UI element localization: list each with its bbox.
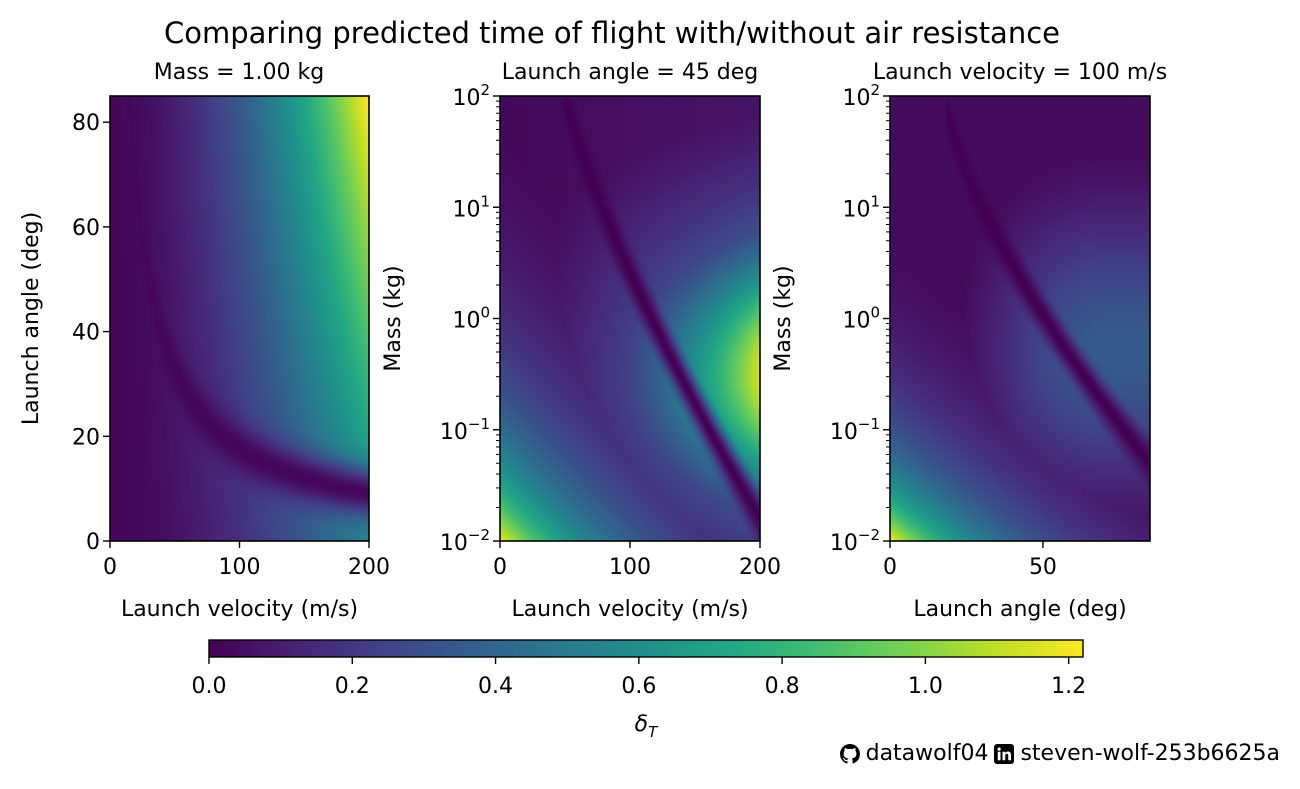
- y-tick-label: 20: [72, 425, 100, 450]
- x-tick-label: 200: [739, 555, 781, 580]
- y-tick-label: 101: [842, 192, 880, 222]
- colorbar-bar: [208, 639, 1084, 658]
- y-tick-label: 80: [72, 111, 100, 136]
- y-tick-label: 40: [72, 321, 100, 346]
- y-tick-label: 102: [452, 81, 490, 111]
- linkedin-icon[interactable]: [994, 743, 1015, 764]
- colorbar: 0.0 0.2 0.4 0.6 0.8 1.0 1.2 δT: [192, 639, 1086, 741]
- panel-title: Launch velocity = 100 m/s: [873, 60, 1167, 85]
- colorbar-tick-label: 0.6: [621, 674, 656, 699]
- footer: datawolf04 steven-wolf-253b6625a: [839, 741, 1280, 766]
- x-tick-label: 50: [1029, 555, 1057, 580]
- y-axis-label: Mass (kg): [381, 265, 406, 371]
- colorbar-tick-label: 0.8: [765, 674, 800, 699]
- x-axis-label: Launch velocity (m/s): [511, 597, 748, 622]
- panel-2: Launch angle = 45 deg 0 100 200 Launch veloc…: [381, 60, 781, 622]
- x-tick-label: 0: [493, 555, 507, 580]
- github-icon[interactable]: [839, 743, 860, 764]
- colorbar-tick-label: 0.0: [192, 674, 227, 699]
- github-username[interactable]: datawolf04: [865, 741, 989, 766]
- heatmap-image: [500, 96, 760, 541]
- linkedin-username[interactable]: steven-wolf-253b6625a: [1020, 741, 1280, 766]
- figure-title: Comparing predicted time of flight with/…: [164, 16, 1060, 50]
- x-axis-label: Launch velocity (m/s): [121, 597, 358, 622]
- y-tick-label: 10−2: [830, 526, 880, 556]
- panel-title: Launch angle = 45 deg: [502, 60, 759, 85]
- x-axis-label: Launch angle (deg): [913, 597, 1126, 622]
- heatmap-image: [110, 96, 369, 541]
- colorbar-tick-label: 1.2: [1051, 674, 1086, 699]
- y-tick-label: 10−2: [440, 526, 490, 556]
- y-tick-label: 10−1: [830, 415, 880, 445]
- y-tick-label: 101: [452, 192, 490, 222]
- x-tick-label: 0: [103, 555, 117, 580]
- y-tick-label: 60: [72, 216, 100, 241]
- y-tick-label: 100: [842, 304, 880, 334]
- panel-3: Launch velocity = 100 m/s 0 50 Launch angle…: [771, 60, 1167, 622]
- x-tick-label: 100: [219, 555, 261, 580]
- colorbar-tick-label: 1.0: [908, 674, 943, 699]
- colorbar-label: δT: [635, 712, 659, 741]
- colorbar-tick-label: 0.4: [478, 674, 513, 699]
- panel-title: Mass = 1.00 kg: [154, 60, 325, 85]
- y-axis-label: Launch angle (deg): [19, 212, 44, 425]
- colorbar-tick-label: 0.2: [335, 674, 370, 699]
- heatmap-image: [890, 96, 1150, 541]
- y-tick-label: 100: [452, 304, 490, 334]
- x-tick-label: 100: [609, 555, 651, 580]
- y-axis-label: Mass (kg): [771, 265, 796, 371]
- y-tick-label: 0: [86, 530, 100, 555]
- x-tick-label: 200: [348, 555, 390, 580]
- y-tick-label: 10−1: [440, 415, 490, 445]
- x-tick-label: 0: [883, 555, 897, 580]
- y-tick-label: 102: [842, 81, 880, 111]
